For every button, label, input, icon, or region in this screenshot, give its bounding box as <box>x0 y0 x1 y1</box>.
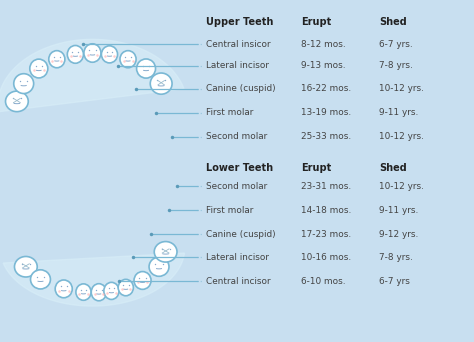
Text: 16-22 mos.: 16-22 mos. <box>301 84 351 93</box>
Ellipse shape <box>120 51 136 68</box>
Ellipse shape <box>154 241 177 262</box>
Text: 23-31 mos.: 23-31 mos. <box>301 182 351 191</box>
Text: 7-8 yrs.: 7-8 yrs. <box>379 61 413 70</box>
Text: 14-18 mos.: 14-18 mos. <box>301 206 351 215</box>
Text: 10-16 mos.: 10-16 mos. <box>301 253 351 262</box>
Text: 10-12 yrs.: 10-12 yrs. <box>379 182 424 191</box>
Text: First molar: First molar <box>206 108 254 117</box>
Text: Erupt: Erupt <box>301 17 331 27</box>
Ellipse shape <box>149 257 169 276</box>
Ellipse shape <box>137 59 155 78</box>
Text: Lateral incisor: Lateral incisor <box>206 253 269 262</box>
Text: Central insicor: Central insicor <box>206 40 271 49</box>
Text: 6-7 yrs.: 6-7 yrs. <box>379 40 413 49</box>
Polygon shape <box>0 39 184 112</box>
Ellipse shape <box>118 279 133 296</box>
Text: 6-10 mos.: 6-10 mos. <box>301 277 346 286</box>
Text: 10-12 yrs.: 10-12 yrs. <box>379 84 424 93</box>
Text: Erupt: Erupt <box>301 162 331 173</box>
Ellipse shape <box>55 280 72 298</box>
Text: 9-13 mos.: 9-13 mos. <box>301 61 346 70</box>
Text: 8-12 mos.: 8-12 mos. <box>301 40 346 49</box>
Ellipse shape <box>6 91 28 111</box>
Text: Lower Teeth: Lower Teeth <box>206 162 273 173</box>
Ellipse shape <box>84 44 101 62</box>
Text: 17-23 mos.: 17-23 mos. <box>301 230 351 239</box>
Text: Upper Teeth: Upper Teeth <box>206 17 273 27</box>
Ellipse shape <box>150 73 172 94</box>
Text: Second molar: Second molar <box>206 182 267 191</box>
Ellipse shape <box>30 59 48 78</box>
Text: Lateral incisor: Lateral incisor <box>206 61 269 70</box>
Ellipse shape <box>91 284 107 301</box>
Polygon shape <box>3 253 184 306</box>
Text: Central incisor: Central incisor <box>206 277 271 286</box>
Ellipse shape <box>76 284 91 300</box>
Ellipse shape <box>14 74 34 93</box>
Text: Second molar: Second molar <box>206 132 267 141</box>
Text: 9-12 yrs.: 9-12 yrs. <box>379 230 419 239</box>
Ellipse shape <box>49 51 65 68</box>
Text: First molar: First molar <box>206 206 254 215</box>
Text: 7-8 yrs.: 7-8 yrs. <box>379 253 413 262</box>
Text: 9-11 yrs.: 9-11 yrs. <box>379 108 419 117</box>
Ellipse shape <box>67 45 83 63</box>
Ellipse shape <box>134 272 151 289</box>
Text: Shed: Shed <box>379 162 407 173</box>
Text: 6-7 yrs: 6-7 yrs <box>379 277 410 286</box>
Text: 10-12 yrs.: 10-12 yrs. <box>379 132 424 141</box>
Ellipse shape <box>104 282 119 300</box>
Ellipse shape <box>30 270 50 289</box>
Text: 9-11 yrs.: 9-11 yrs. <box>379 206 419 215</box>
Text: 13-19 mos.: 13-19 mos. <box>301 108 351 117</box>
Ellipse shape <box>101 46 118 63</box>
Ellipse shape <box>15 256 37 277</box>
Text: Shed: Shed <box>379 17 407 27</box>
Text: Canine (cuspid): Canine (cuspid) <box>206 230 276 239</box>
Text: 25-33 mos.: 25-33 mos. <box>301 132 351 141</box>
Text: Canine (cuspid): Canine (cuspid) <box>206 84 276 93</box>
